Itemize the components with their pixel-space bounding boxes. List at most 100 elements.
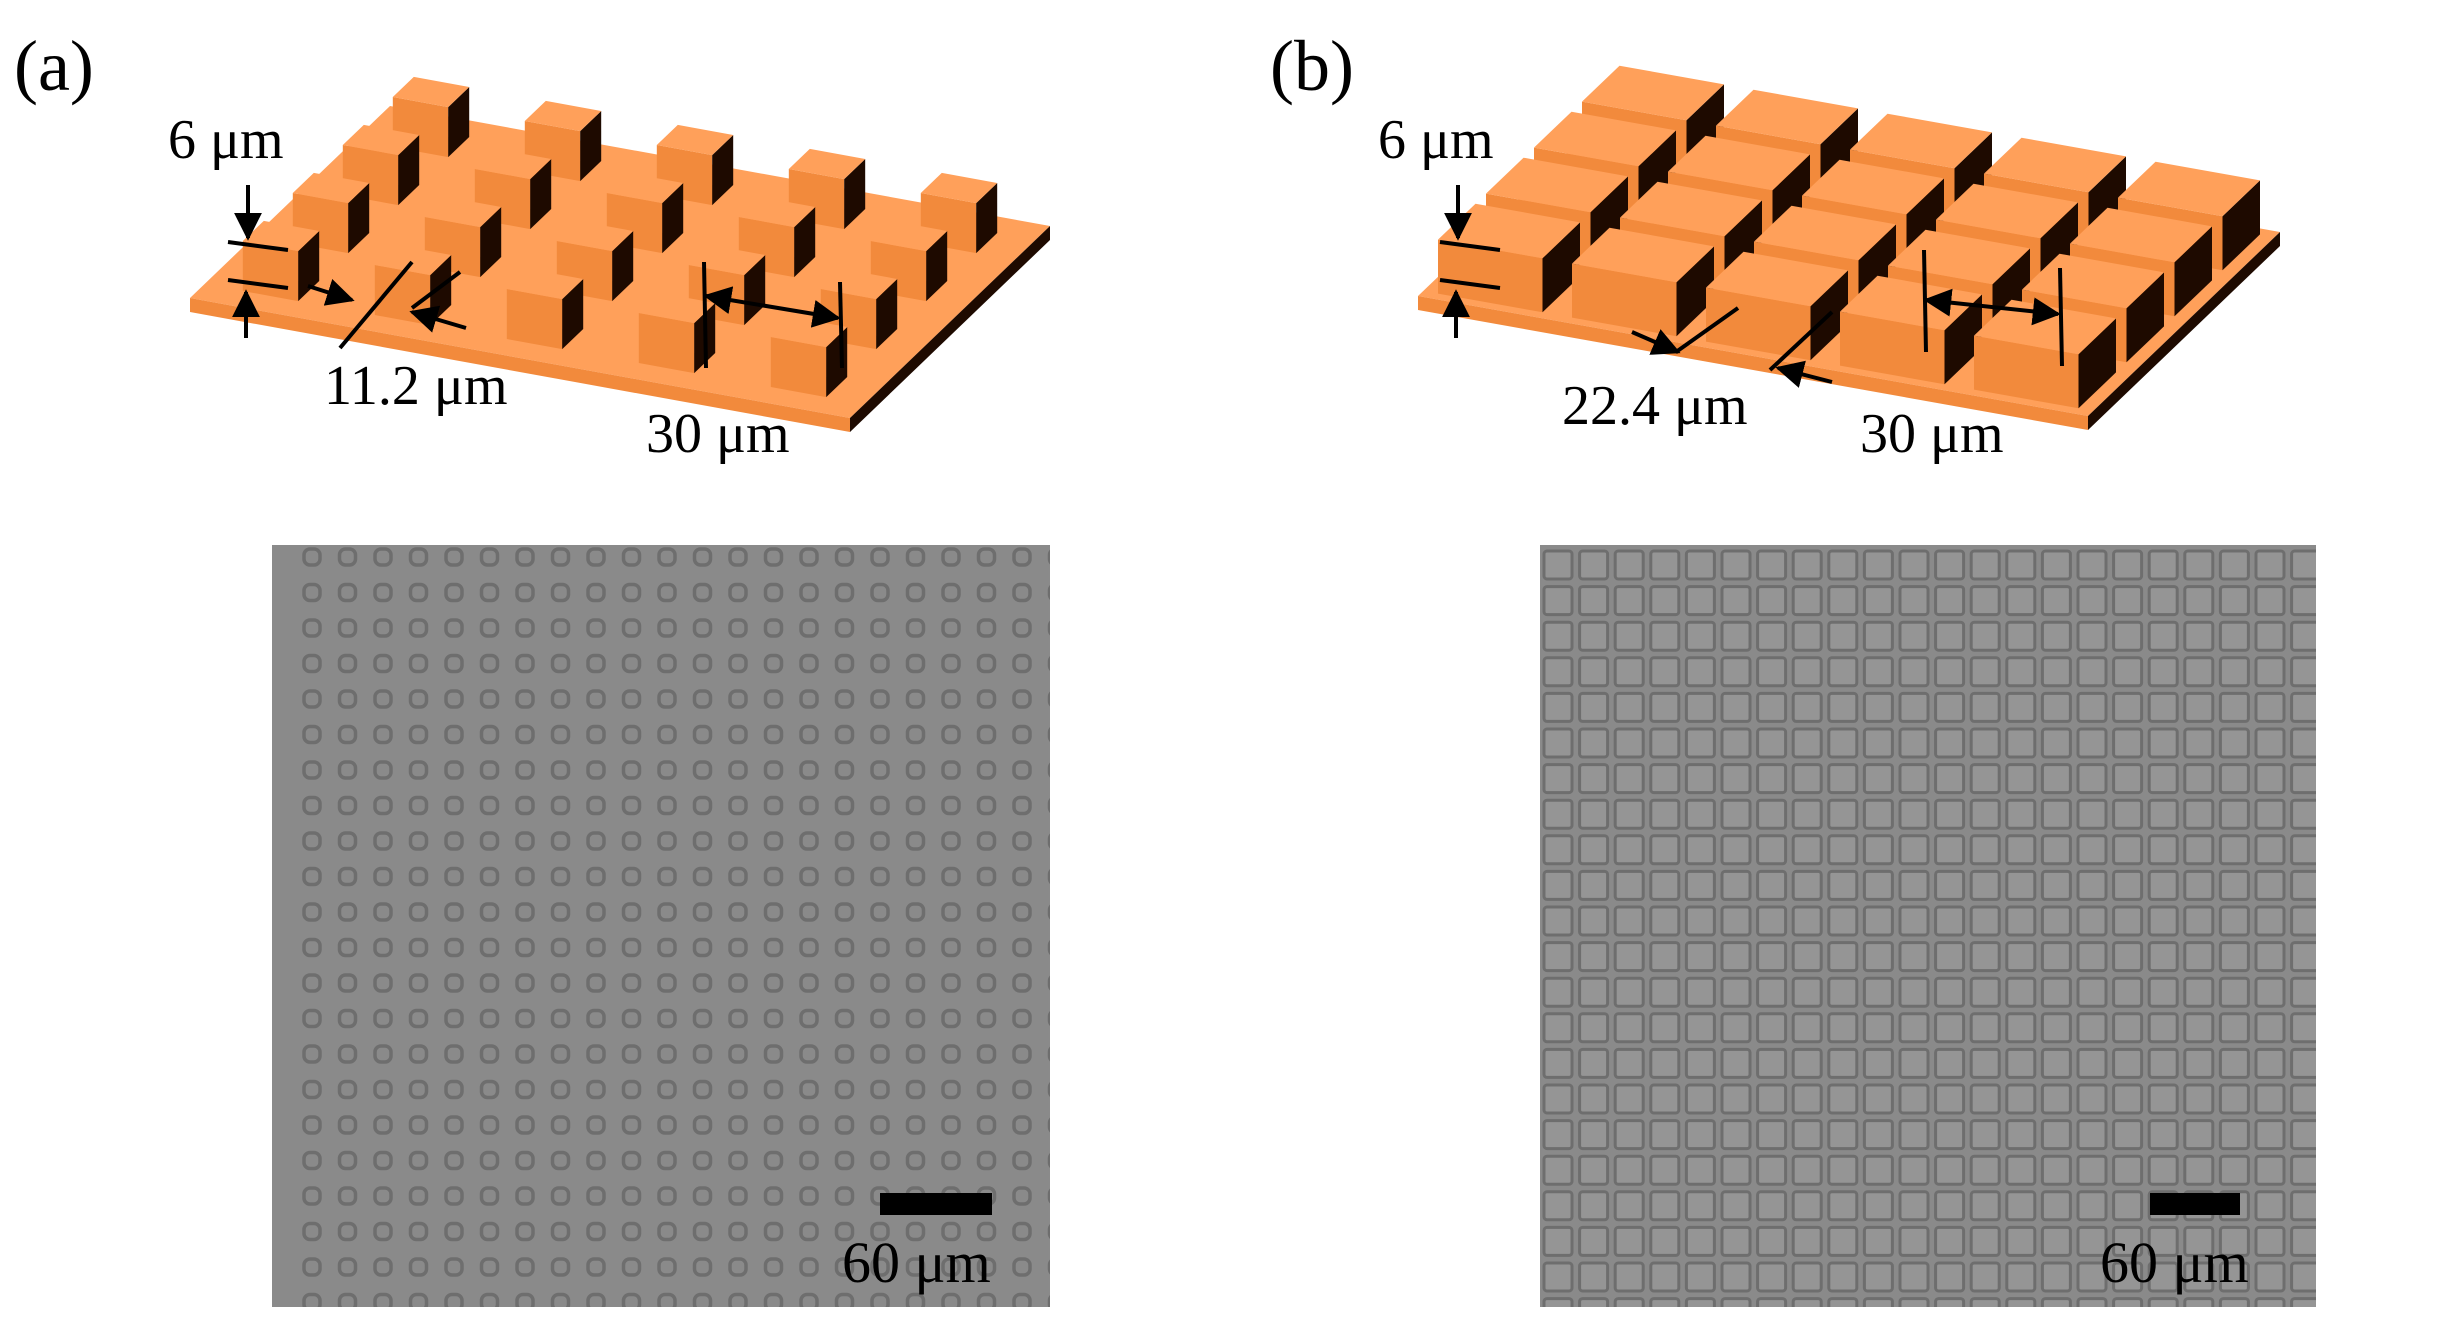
pillar-ring: [515, 937, 535, 958]
pillar-side: [844, 159, 866, 230]
pillar-ring: [1012, 724, 1032, 745]
grid-cell: [1684, 976, 1716, 1008]
pillar-ring: [799, 1115, 819, 1135]
grid-cell: [1862, 1154, 1894, 1186]
pillar-ring: [870, 760, 890, 780]
grid-cell: [1827, 1225, 1859, 1257]
block-top: [1534, 111, 1676, 167]
pillar-ring: [408, 866, 429, 887]
pillar-ring: [692, 1186, 713, 1206]
grid-cell: [2112, 798, 2144, 830]
pillar-ring: [373, 831, 393, 851]
pillar-ring: [515, 724, 535, 745]
pillar-ring: [728, 1150, 748, 1171]
grid-cell: [1969, 798, 2001, 830]
grid-cell: [2183, 727, 2215, 759]
pillar-ring: [763, 1257, 784, 1277]
pillar-ring: [905, 1150, 926, 1171]
panel-a-scale-bar: [880, 1193, 992, 1215]
pillar-ring: [657, 582, 677, 603]
pillar-ring: [657, 618, 677, 638]
pillar-ring: [479, 1008, 500, 1029]
grid-cell: [2112, 1083, 2144, 1115]
pillar-ring: [941, 902, 961, 922]
pillar-ring: [728, 1186, 748, 1206]
grid-cell: [1684, 905, 1716, 937]
grid-cell: [2183, 1012, 2215, 1044]
grid-cell: [2076, 976, 2108, 1008]
pillar-ring: [586, 547, 606, 567]
grid-cell: [1720, 1297, 1752, 1307]
block-top: [1706, 251, 1848, 307]
pillar-ring: [444, 795, 464, 816]
grid-cell: [2076, 1297, 2108, 1307]
pillar-ring: [586, 1115, 606, 1135]
grid-cell: [2005, 834, 2037, 866]
pillar-ring: [408, 1257, 429, 1277]
pillar-ring: [621, 1150, 642, 1171]
grid-cell: [1720, 1154, 1752, 1186]
grid-cell: [1720, 549, 1752, 581]
grid-cell: [1969, 976, 2001, 1008]
grid-cell: [1827, 585, 1859, 617]
pillar-side: [448, 87, 470, 158]
grid-cell: [1720, 691, 1752, 723]
grid-cell: [1756, 1012, 1788, 1044]
grid-cell: [1649, 1119, 1681, 1151]
grid-cell: [1613, 1119, 1645, 1151]
pillar-ring: [515, 760, 535, 780]
grid-cell: [2254, 798, 2286, 830]
pillar-ring: [941, 795, 961, 816]
pillar-ring: [905, 1115, 926, 1135]
grid-cell: [2290, 869, 2316, 901]
grid-cell: [2183, 763, 2215, 795]
panel-a-height-annotation: 6 μm: [168, 109, 289, 338]
pillar-ring: [728, 760, 748, 780]
pillar-ring: [692, 1292, 713, 1307]
pillar-ring: [444, 724, 464, 745]
pillar-ring: [763, 937, 784, 958]
grid-cell: [2290, 834, 2316, 866]
pillar-ring: [337, 866, 358, 887]
grid-cell: [2183, 869, 2215, 901]
grid-cell: [1542, 549, 1574, 581]
pillar-ring: [408, 902, 429, 922]
grid-cell: [1898, 727, 1930, 759]
pillar-ring: [621, 1079, 642, 1100]
grid-cell: [2218, 905, 2250, 937]
pillar-ring: [302, 1115, 322, 1135]
grid-cell: [1969, 1297, 2001, 1307]
pillar-ring: [515, 795, 535, 816]
pillar-ring: [621, 1221, 642, 1242]
grid-cell: [2218, 1154, 2250, 1186]
grid-cell: [1898, 1225, 1930, 1257]
pillar-ring: [728, 831, 748, 851]
panel-b-scale-bar: [2150, 1193, 2240, 1215]
pillar-ring: [444, 973, 464, 993]
pillar-ring: [941, 547, 961, 567]
grid-cell: [1827, 1154, 1859, 1186]
grid-cell: [1542, 1225, 1574, 1257]
pillar-ring: [408, 760, 429, 780]
pillar-ring: [941, 760, 961, 780]
pillar-top: [374, 244, 452, 276]
grid-cell: [2147, 798, 2179, 830]
pillar-ring: [657, 547, 677, 567]
grid-cell: [1862, 549, 1894, 581]
grid-cell: [1969, 1119, 2001, 1151]
grid-cell: [2076, 727, 2108, 759]
pillar-ring: [1047, 1259, 1050, 1275]
pillar-ring: [1047, 656, 1050, 671]
grid-cell: [2147, 763, 2179, 795]
grid-cell: [2005, 976, 2037, 1008]
pillar-ring: [444, 831, 464, 851]
pillar-ring: [834, 1221, 855, 1242]
grid-cell: [1649, 1190, 1681, 1222]
pillar-ring: [621, 547, 642, 567]
pillar-ring: [479, 1115, 500, 1135]
block-top: [1802, 159, 1944, 215]
pillar-ring: [337, 1115, 358, 1135]
grid-cell: [1756, 691, 1788, 723]
panel-a-pillar-rings: [302, 547, 1050, 1307]
pillar-ring: [302, 973, 322, 993]
